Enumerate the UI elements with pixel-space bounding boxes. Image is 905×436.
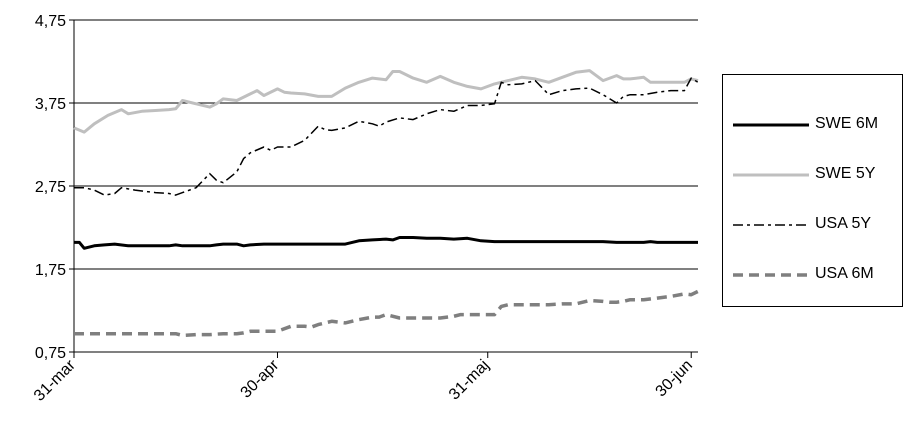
series-lines bbox=[73, 69, 699, 338]
legend-item-usa-6m: USA 6M bbox=[723, 255, 904, 295]
legend-item-usa-5y: USA 5Y bbox=[723, 205, 904, 245]
legend-swatch-swe-5y bbox=[733, 173, 809, 177]
series-line-swe-6m bbox=[74, 236, 698, 250]
series-line-usa-6m bbox=[74, 289, 699, 338]
legend-label-usa-6m: USA 6M bbox=[815, 265, 874, 282]
legend-swatch-swe-6m bbox=[733, 123, 809, 127]
x-tick-label: 31-mar bbox=[31, 356, 79, 404]
x-tick-labels: 31-mar 30-apr 31-maj 30-jun bbox=[31, 356, 696, 404]
y-tick-label: 2,75 bbox=[35, 179, 66, 196]
x-tick-label: 30-apr bbox=[238, 356, 283, 401]
y-tick-label: 1,75 bbox=[35, 262, 66, 279]
legend-item-swe-5y: SWE 5Y bbox=[723, 155, 904, 195]
legend-swatch-usa-5y bbox=[733, 224, 809, 226]
legend-item-swe-6m: SWE 6M bbox=[723, 105, 904, 145]
axes bbox=[69, 19, 698, 358]
x-tick-label: 30-jun bbox=[653, 357, 696, 400]
legend-label-swe-5y: SWE 5Y bbox=[815, 165, 876, 182]
series-line-swe-5y bbox=[73, 69, 699, 134]
legend: SWE 6M SWE 5Y USA 5Y USA 6M bbox=[722, 74, 903, 307]
y-tick-label: 0,75 bbox=[35, 345, 66, 362]
legend-swatch-usa-6m bbox=[733, 273, 809, 277]
gridlines bbox=[74, 19, 698, 270]
legend-label-usa-5y: USA 5Y bbox=[815, 215, 872, 232]
y-tick-label: 4,75 bbox=[35, 13, 66, 30]
y-tick-labels: 0,75 1,75 2,75 3,75 4,75 bbox=[35, 13, 66, 362]
legend-label-swe-6m: SWE 6M bbox=[815, 115, 879, 132]
y-tick-label: 3,75 bbox=[35, 96, 66, 113]
x-tick-label: 31-maj bbox=[446, 357, 493, 404]
series-line-usa-5y bbox=[74, 77, 699, 196]
